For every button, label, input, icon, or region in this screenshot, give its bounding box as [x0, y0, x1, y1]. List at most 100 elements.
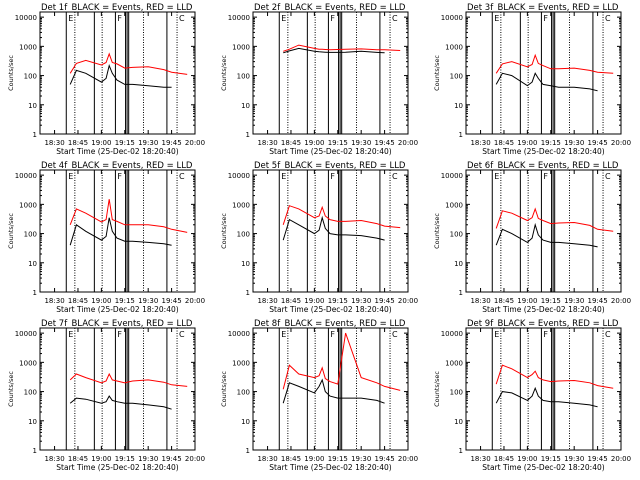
- x-tick-label: 19:45: [375, 455, 395, 463]
- x-axis-label: Start Time (25-Dec-02 18:20:40): [269, 305, 391, 314]
- y-tick-label: 100: [24, 231, 37, 239]
- x-tick-label: 18:30: [44, 297, 64, 305]
- flag-label-e: E: [494, 14, 499, 23]
- y-axis-label: Counts/sec: [220, 371, 228, 407]
- flag-label-c: C: [605, 330, 611, 339]
- y-tick-label: 10: [28, 418, 37, 426]
- y-axis-label: Counts/sec: [433, 55, 441, 91]
- y-tick-label: 1000: [19, 359, 37, 367]
- x-tick-label: 18:45: [494, 139, 514, 147]
- x-tick-label: 19:15: [328, 139, 348, 147]
- events-series-line: [282, 215, 385, 241]
- y-axis-label: Counts/sec: [220, 55, 228, 91]
- y-tick-label: 1000: [445, 43, 463, 51]
- flag-label-e: E: [68, 172, 73, 181]
- flag-label-c: C: [179, 330, 185, 339]
- x-tick-label: 20:00: [398, 139, 418, 147]
- y-tick-label: 10: [28, 260, 37, 268]
- flag-label-f: F: [330, 172, 335, 181]
- x-tick-label: 20:00: [398, 297, 418, 305]
- y-tick-label: 1: [33, 131, 37, 139]
- x-tick-label: 20:00: [185, 455, 205, 463]
- lld-series-line: [495, 364, 614, 389]
- y-tick-label: 10: [241, 418, 250, 426]
- x-tick-label: 18:45: [68, 297, 88, 305]
- y-tick-label: 10000: [228, 172, 250, 180]
- x-axis-label: Start Time (25-Dec-02 18:20:40): [56, 305, 178, 314]
- y-tick-label: 1: [459, 447, 463, 455]
- x-tick-label: 19:30: [351, 297, 371, 305]
- flag-label-c: C: [179, 172, 185, 181]
- flag-label-e: E: [281, 14, 286, 23]
- y-tick-label: 1: [459, 131, 463, 139]
- x-tick-label: 19:45: [375, 297, 395, 305]
- events-series-line: [282, 378, 385, 404]
- x-tick-label: 19:15: [541, 297, 561, 305]
- y-tick-label: 10000: [441, 14, 463, 22]
- plot-frame: [252, 169, 409, 293]
- x-tick-label: 18:30: [44, 139, 64, 147]
- y-tick-label: 100: [450, 389, 463, 397]
- x-tick-label: 19:30: [351, 455, 371, 463]
- flag-label-e: E: [494, 330, 499, 339]
- y-tick-label: 10000: [15, 14, 37, 22]
- chart-title: Det 7f_BLACK = Events, RED = LLD: [41, 319, 193, 329]
- x-tick-label: 19:45: [162, 297, 182, 305]
- x-tick-label: 18:45: [68, 139, 88, 147]
- x-tick-label: 18:30: [470, 297, 490, 305]
- chart-title: Det 4f_BLACK = Events, RED = LLD: [41, 161, 193, 171]
- events-series-line: [495, 222, 598, 248]
- y-tick-label: 1000: [232, 201, 250, 209]
- flag-label-e: E: [281, 172, 286, 181]
- y-tick-label: 1000: [19, 43, 37, 51]
- x-tick-label: 19:45: [588, 297, 608, 305]
- x-tick-label: 19:00: [517, 139, 537, 147]
- x-tick-label: 20:00: [398, 455, 418, 463]
- x-tick-label: 19:15: [328, 455, 348, 463]
- x-tick-label: 19:15: [541, 455, 561, 463]
- x-tick-label: 19:45: [162, 139, 182, 147]
- x-tick-label: 20:00: [185, 297, 205, 305]
- x-tick-label: 19:45: [588, 139, 608, 147]
- flag-label-f: F: [330, 14, 335, 23]
- x-tick-label: 18:30: [257, 139, 277, 147]
- x-tick-label: 20:00: [611, 297, 631, 305]
- y-tick-label: 1000: [232, 43, 250, 51]
- flag-label-f: F: [117, 14, 122, 23]
- y-tick-label: 100: [237, 231, 250, 239]
- x-tick-label: 19:15: [115, 297, 135, 305]
- y-axis-label: Counts/sec: [433, 213, 441, 249]
- flag-label-f: F: [117, 172, 122, 181]
- x-tick-label: 19:00: [91, 455, 111, 463]
- lld-series-line: [495, 53, 614, 74]
- chart-title: Det 8f_BLACK = Events, RED = LLD: [254, 319, 406, 329]
- x-axis-label: Start Time (25-Dec-02 18:20:40): [482, 305, 604, 314]
- x-tick-label: 18:45: [281, 139, 301, 147]
- x-tick-label: 19:00: [304, 455, 324, 463]
- plot-frame: [39, 169, 196, 293]
- x-tick-label: 19:30: [564, 139, 584, 147]
- lld-series-line: [69, 199, 188, 233]
- x-tick-label: 18:30: [257, 455, 277, 463]
- y-tick-label: 100: [450, 73, 463, 81]
- x-axis-label: Start Time (25-Dec-02 18:20:40): [269, 147, 391, 156]
- y-tick-label: 10000: [15, 172, 37, 180]
- x-tick-label: 20:00: [611, 139, 631, 147]
- y-tick-label: 1: [246, 289, 250, 297]
- y-tick-label: 10: [454, 102, 463, 110]
- flag-label-e: E: [281, 330, 286, 339]
- events-series-line: [495, 72, 598, 92]
- y-tick-label: 1: [459, 289, 463, 297]
- flag-label-e: E: [68, 14, 73, 23]
- x-axis-label: Start Time (25-Dec-02 18:20:40): [482, 147, 604, 156]
- chart-title: Det 9f_BLACK = Events, RED = LLD: [467, 319, 619, 329]
- flag-label-c: C: [392, 14, 398, 23]
- flag-label-e: E: [494, 172, 499, 181]
- x-tick-label: 18:45: [281, 455, 301, 463]
- y-tick-label: 100: [24, 73, 37, 81]
- plot-frame: [39, 11, 196, 135]
